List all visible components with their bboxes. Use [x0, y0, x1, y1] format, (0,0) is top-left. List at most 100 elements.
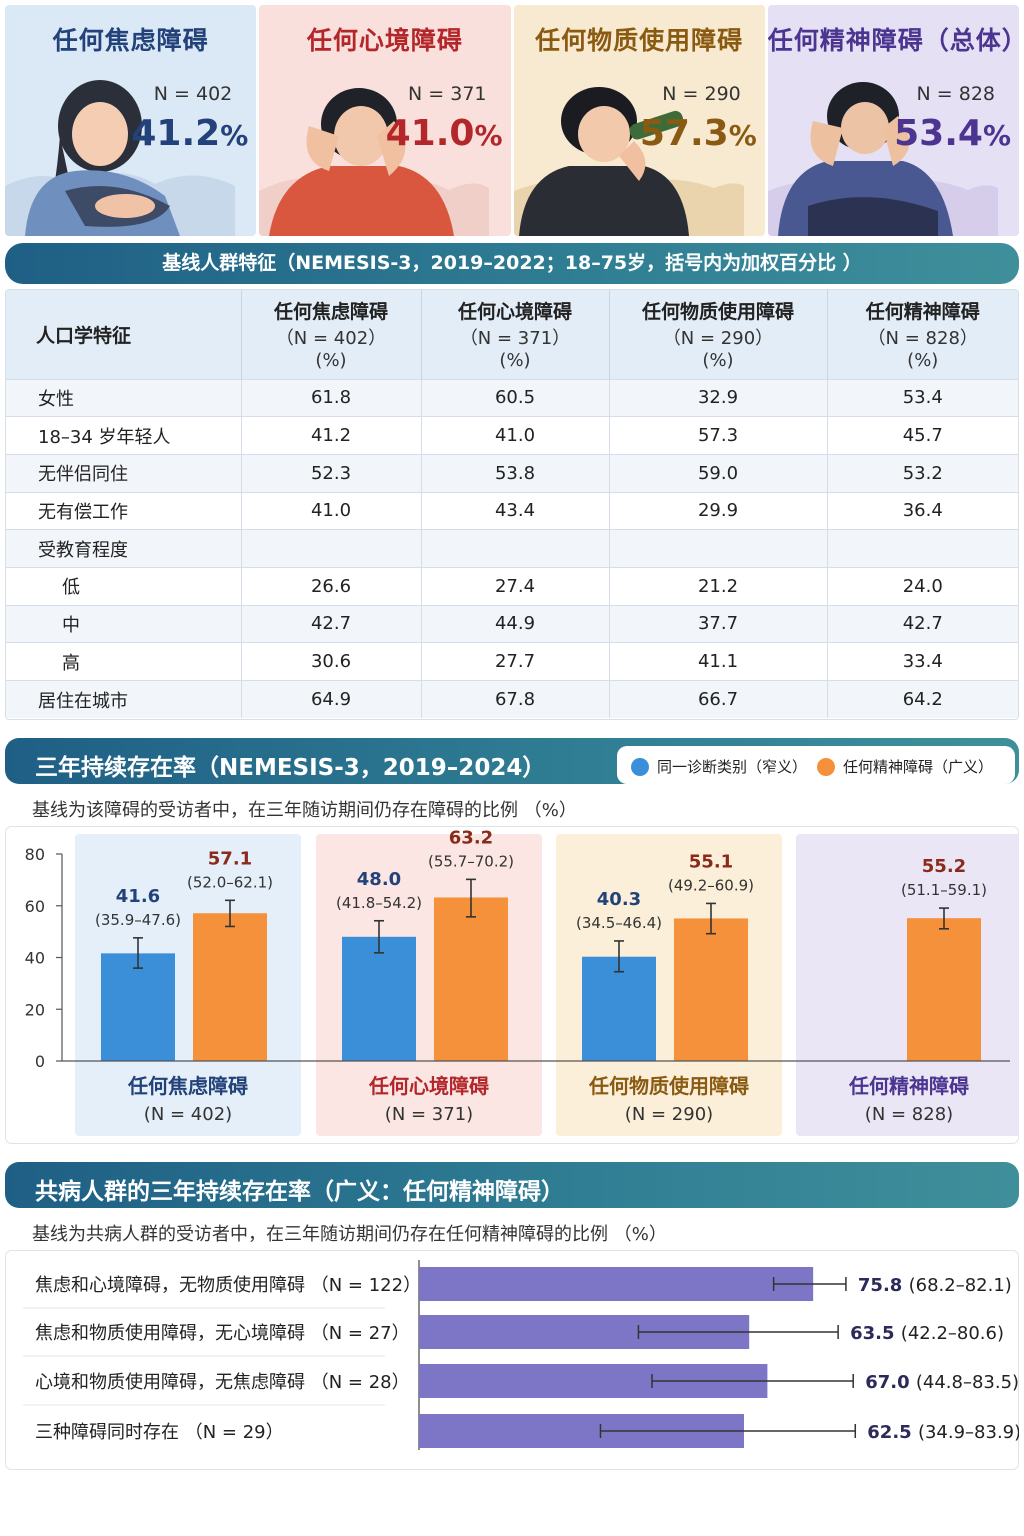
- table-section-header: 基线人群特征（NEMESIS-3，2019–2022；18–75岁，括号内为加权…: [5, 243, 1019, 284]
- data-label: 55.2: [922, 856, 966, 877]
- card-pct-value: 57.3: [639, 113, 729, 154]
- card-any-disorder: 任何精神障碍（总体） N = 828 53.4%: [767, 5, 1019, 236]
- card-pct-symbol: %: [474, 119, 503, 152]
- card-title: 任何焦虑障碍: [52, 26, 209, 55]
- legend-swatch-broad: [817, 757, 835, 776]
- card-pct-symbol: %: [982, 119, 1011, 152]
- summary-cards: 任何焦虑障碍 N = 402 41.2% 任何心境障碍 N = 371 41.0…: [5, 5, 1019, 236]
- data-label: 57.1: [208, 848, 252, 869]
- ci-label: (44.8–83.5): [916, 1372, 1019, 1393]
- bar-narrow: [582, 956, 656, 1061]
- group-label: 任何焦虑障碍: [127, 1074, 248, 1098]
- sitting-person-illustration: [767, 82, 998, 236]
- ci-label: (41.8–54.2): [336, 894, 422, 912]
- y-tick-label: 40: [25, 949, 45, 968]
- legend-label: 同一诊断类别（窄义）: [657, 758, 808, 776]
- row-label: 女性: [6, 378, 242, 417]
- legend-item-narrow: 同一诊断类别（窄义）: [631, 756, 807, 777]
- comorbid-subtitle: 基线为共病人群的受访者中，在三年随访期间仍存在任何精神障碍的比例 （%）: [32, 1224, 667, 1245]
- row-value: 42.7: [827, 604, 1018, 643]
- row-value: 42.7: [241, 604, 422, 643]
- legend-box: 同一诊断类别（窄义） 任何精神障碍（广义）: [617, 746, 1015, 784]
- row-value: 53.2: [827, 453, 1018, 493]
- value-label: 67.0 (44.8–83.5): [865, 1372, 1019, 1393]
- data-label: 48.0: [357, 869, 401, 890]
- ci-label: (55.7–70.2): [428, 852, 514, 870]
- header-unit: (%): [907, 350, 939, 372]
- persistence-subtitle: 基线为该障碍的受访者中，在三年随访期间仍存在障碍的比例 （%）: [32, 800, 577, 821]
- header-label: 任何心境障碍: [457, 301, 572, 324]
- row-value: 53.4: [827, 378, 1018, 417]
- row-value: 67.8: [421, 680, 610, 719]
- value-label: 63.5 (42.2–80.6): [850, 1323, 1004, 1344]
- row-value: 27.4: [421, 566, 610, 606]
- bar-broad: [434, 897, 508, 1061]
- row-value: 41.0: [421, 416, 610, 455]
- comorbid-bar-chart: 焦虑和心境障碍，无物质使用障碍 （N = 122） 75.8 (68.2–82.1…: [5, 1250, 1019, 1470]
- row-value: 61.8: [241, 378, 422, 417]
- drinking-person-illustration: [513, 87, 744, 236]
- header-unit: (%): [499, 350, 531, 372]
- card-title: 任何精神障碍（总体）: [767, 26, 1019, 55]
- value-number: 75.8: [858, 1275, 909, 1296]
- card-substance: 任何物质使用障碍 N = 290 57.3%: [513, 5, 765, 236]
- row-value: [609, 529, 828, 568]
- legend-swatch-narrow: [631, 757, 649, 776]
- group-n-label: (N = 402): [144, 1104, 232, 1125]
- table-row: 中 42.7 44.9 37.7 42.7: [6, 604, 1018, 643]
- row-value: 44.9: [421, 604, 610, 643]
- row-value: 43.4: [421, 491, 610, 530]
- header-n: （N = 402）: [275, 328, 387, 350]
- header-n: （N = 371）: [459, 328, 571, 350]
- group-label: 任何心境障碍: [368, 1074, 489, 1098]
- row-value: 59.0: [609, 453, 828, 493]
- row-value: 32.9: [609, 378, 828, 417]
- row-label: 高: [6, 642, 242, 681]
- card-title: 任何心境障碍: [306, 26, 463, 55]
- header-cell: 任何焦虑障碍 （N = 402） (%): [241, 290, 422, 379]
- header-cell: 任何物质使用障碍 （N = 290） (%): [609, 290, 828, 379]
- table-header-row: 人口学特征 任何焦虑障碍 （N = 402） (%) 任何心境障碍 （N = 371）…: [6, 290, 1018, 379]
- row-label: 低: [6, 566, 242, 606]
- ci-label: (52.0–62.1): [187, 873, 273, 891]
- header-cell: 任何精神障碍 （N = 828） (%): [827, 290, 1018, 379]
- card-percentage: 53.4%: [894, 113, 1011, 154]
- card-pct-value: 41.2: [131, 113, 221, 154]
- legend-label: 任何精神障碍（广义）: [843, 758, 994, 776]
- row-value: 41.0: [241, 491, 422, 530]
- row-value: [421, 529, 610, 568]
- value-number: 62.5: [867, 1422, 918, 1443]
- row-value: 36.4: [827, 491, 1018, 530]
- row-value: 57.3: [609, 416, 828, 455]
- row-value: 24.0: [827, 566, 1018, 606]
- row-value: [241, 529, 422, 568]
- group-label: 任何物质使用障碍: [588, 1074, 749, 1098]
- ci-label: (49.2–60.9): [668, 876, 754, 894]
- row-value: 21.2: [609, 566, 828, 606]
- comorbid-section-header: 共病人群的三年持续存在率（广义：任何精神障碍）: [5, 1162, 1019, 1208]
- header-label: 任何物质使用障碍: [641, 301, 794, 324]
- bar-broad: [193, 913, 267, 1061]
- ci-label: (35.9–47.6): [95, 911, 181, 929]
- header-n: （N = 290）: [662, 328, 774, 350]
- group-n-label: (N = 828): [865, 1104, 953, 1125]
- bar-broad: [674, 918, 748, 1061]
- table-row: 18–34 岁年轻人 41.2 41.0 57.3 45.7: [6, 416, 1018, 455]
- row-label: 焦虑和物质使用障碍，无心境障碍 （N = 27）: [35, 1323, 410, 1344]
- table-row: 无有偿工作 41.0 43.4 29.9 36.4: [6, 491, 1018, 530]
- row-value: 53.8: [421, 453, 610, 493]
- row-value: 41.1: [609, 642, 828, 681]
- row-label: 中: [6, 604, 242, 643]
- value-label: 62.5 (34.9–83.9): [867, 1422, 1019, 1443]
- characteristics-table: 人口学特征 任何焦虑障碍 （N = 402） (%) 任何心境障碍 （N = 371）…: [6, 290, 1018, 719]
- table-body: 女性 61.8 60.5 32.9 53.4 18–34 岁年轻人 41.2 41.0 57.3…: [6, 378, 1018, 719]
- y-tick-label: 80: [25, 845, 45, 864]
- row-label: 居住在城市: [6, 680, 242, 719]
- row-label: 无有偿工作: [6, 491, 242, 530]
- table-row: 女性 61.8 60.5 32.9 53.4: [6, 378, 1018, 417]
- table-row: 受教育程度: [6, 529, 1018, 568]
- row-label: 无伴侣同住: [6, 453, 242, 493]
- value-number: 67.0: [865, 1372, 916, 1393]
- data-label: 40.3: [597, 889, 641, 910]
- card-sample-size: N = 828: [916, 83, 995, 105]
